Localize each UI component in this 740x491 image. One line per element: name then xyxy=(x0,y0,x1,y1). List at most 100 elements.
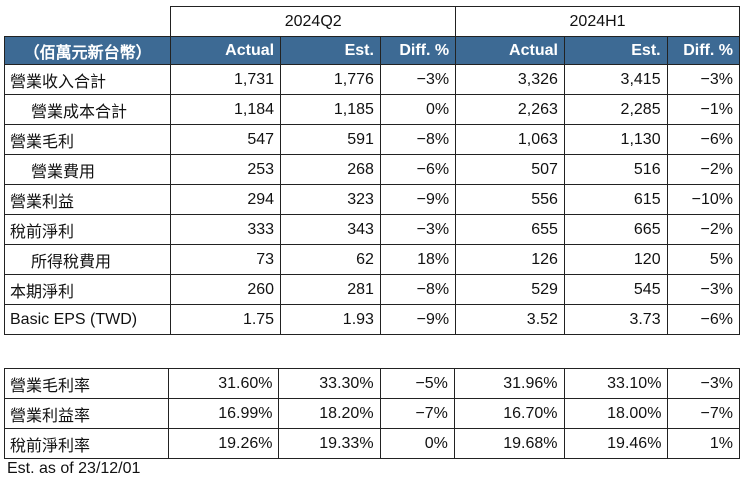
h-diff-cell: −6% xyxy=(666,304,740,335)
h-actual-cell: 2,263 xyxy=(455,94,565,125)
h-diff-cell: −1% xyxy=(666,94,740,125)
q-est-cell: 1.93 xyxy=(280,304,381,335)
ratio-row: 營業毛利率 31.60% 33.30% −5% 31.96% 33.10% −3% xyxy=(4,368,740,399)
q-actual-cell: 547 xyxy=(170,124,282,155)
q-actual-cell: 333 xyxy=(170,214,282,245)
h-est-cell: 516 xyxy=(563,154,668,185)
q-est-cell: 62 xyxy=(280,244,381,275)
row-label: 營業利益 xyxy=(3,184,172,215)
h-diff-cell: 1% xyxy=(667,428,740,459)
h-actual-cell: 3.52 xyxy=(455,304,565,335)
h-actual-cell: 507 xyxy=(455,154,565,185)
h-est-cell: 545 xyxy=(563,274,668,305)
q-est-cell: 281 xyxy=(280,274,381,305)
row-label: 營業成本合計 xyxy=(3,94,172,125)
q-est-cell: 1,776 xyxy=(280,64,381,95)
row-label: 營業利益率 xyxy=(4,398,169,429)
h-diff-cell: −3% xyxy=(667,368,740,399)
q-diff-cell: −8% xyxy=(379,274,457,305)
q-actual-cell: 73 xyxy=(170,244,282,275)
h-diff-cell: −2% xyxy=(666,214,740,245)
h-est-cell: 665 xyxy=(563,214,668,245)
h-diff-cell: −2% xyxy=(666,154,740,185)
h-est-cell: 3,415 xyxy=(563,64,668,95)
h-diff-cell: −10% xyxy=(666,184,740,215)
q-diff-cell: −9% xyxy=(379,304,457,335)
q-actual-header: Actual xyxy=(170,36,282,65)
h-est-cell: 1,130 xyxy=(563,124,668,155)
column-header-row: （佰萬元新台幣） Actual Est. Diff. % Actual Est.… xyxy=(3,36,740,65)
q-diff-cell: −9% xyxy=(379,184,457,215)
unit-header: （佰萬元新台幣） xyxy=(3,36,172,65)
ratio-row: 營業利益率 16.99% 18.20% −7% 16.70% 18.00% −7% xyxy=(4,398,740,429)
row-label: 稅前淨利率 xyxy=(4,428,169,459)
margin-ratio-table: 營業毛利率 31.60% 33.30% −5% 31.96% 33.10% −3% 營業利益率… xyxy=(4,368,740,459)
h-actual-cell: 1,063 xyxy=(455,124,565,155)
table-row: 營業費用 253 268 −6% 507 516 −2% xyxy=(3,154,740,185)
h-actual-cell: 126 xyxy=(455,244,565,275)
q-diff-cell: −6% xyxy=(379,154,457,185)
row-label: Basic EPS (TWD) xyxy=(3,304,172,335)
q-actual-cell: 31.60% xyxy=(167,368,280,399)
table-row: 營業毛利 547 591 −8% 1,063 1,130 −6% xyxy=(3,124,740,155)
h-diff-cell: −3% xyxy=(666,64,740,95)
h-est-cell: 3.73 xyxy=(563,304,668,335)
q-actual-cell: 1,731 xyxy=(170,64,282,95)
q-diff-header: Diff. % xyxy=(379,36,457,65)
q-est-cell: 591 xyxy=(280,124,381,155)
estimate-date-note: Est. as of 23/12/01 xyxy=(7,460,141,477)
table-row: 營業收入合計 1,731 1,776 −3% 3,326 3,415 −3% xyxy=(3,64,740,95)
h-actual-cell: 3,326 xyxy=(455,64,565,95)
q-actual-cell: 294 xyxy=(170,184,282,215)
row-label: 稅前淨利 xyxy=(3,214,172,245)
h-diff-cell: −6% xyxy=(666,124,740,155)
q-est-cell: 19.33% xyxy=(278,428,381,459)
h-actual-cell: 31.96% xyxy=(453,368,565,399)
q-est-cell: 1,185 xyxy=(280,94,381,125)
q-est-cell: 323 xyxy=(280,184,381,215)
h-est-cell: 33.10% xyxy=(563,368,669,399)
ratio-row: 稅前淨利率 19.26% 19.33% 0% 19.68% 19.46% 1% xyxy=(4,428,740,459)
table-row: 營業利益 294 323 −9% 556 615 −10% xyxy=(3,184,740,215)
blank-corner-cell xyxy=(3,6,172,37)
q-diff-cell: 0% xyxy=(379,94,457,125)
income-statement-table: 2024Q2 2024H1 （佰萬元新台幣） Actual Est. Diff.… xyxy=(3,6,740,335)
h-actual-cell: 16.70% xyxy=(453,398,565,429)
q-diff-cell: 0% xyxy=(379,428,455,459)
q-est-cell: 33.30% xyxy=(278,368,381,399)
q-diff-cell: −3% xyxy=(379,214,457,245)
h-est-cell: 615 xyxy=(563,184,668,215)
row-label: 營業毛利 xyxy=(3,124,172,155)
table-row: 稅前淨利 333 343 −3% 655 665 −2% xyxy=(3,214,740,245)
row-label: 營業毛利率 xyxy=(4,368,169,399)
q-actual-cell: 1.75 xyxy=(170,304,282,335)
h-actual-cell: 529 xyxy=(455,274,565,305)
q-actual-cell: 19.26% xyxy=(167,428,280,459)
h-actual-cell: 19.68% xyxy=(453,428,565,459)
h-est-cell: 120 xyxy=(563,244,668,275)
q-actual-cell: 253 xyxy=(170,154,282,185)
period-header-row: 2024Q2 2024H1 xyxy=(3,6,740,37)
q-actual-cell: 16.99% xyxy=(167,398,280,429)
q-actual-cell: 260 xyxy=(170,274,282,305)
h-diff-cell: 5% xyxy=(666,244,740,275)
h-est-cell: 19.46% xyxy=(563,428,669,459)
h-est-header: Est. xyxy=(563,36,668,65)
q-est-cell: 343 xyxy=(280,214,381,245)
table-row: Basic EPS (TWD) 1.75 1.93 −9% 3.52 3.73 −6% xyxy=(3,304,740,335)
q-diff-cell: −3% xyxy=(379,64,457,95)
h-actual-cell: 655 xyxy=(455,214,565,245)
row-label: 本期淨利 xyxy=(3,274,172,305)
h-diff-cell: −7% xyxy=(667,398,740,429)
h-actual-header: Actual xyxy=(455,36,565,65)
row-label: 所得稅費用 xyxy=(3,244,172,275)
h-est-cell: 2,285 xyxy=(563,94,668,125)
q-diff-cell: −7% xyxy=(379,398,455,429)
q-diff-cell: −5% xyxy=(379,368,455,399)
q-actual-cell: 1,184 xyxy=(170,94,282,125)
h-diff-cell: −3% xyxy=(666,274,740,305)
q-est-header: Est. xyxy=(280,36,381,65)
table-row: 本期淨利 260 281 −8% 529 545 −3% xyxy=(3,274,740,305)
q-est-cell: 18.20% xyxy=(278,398,381,429)
q-est-cell: 268 xyxy=(280,154,381,185)
